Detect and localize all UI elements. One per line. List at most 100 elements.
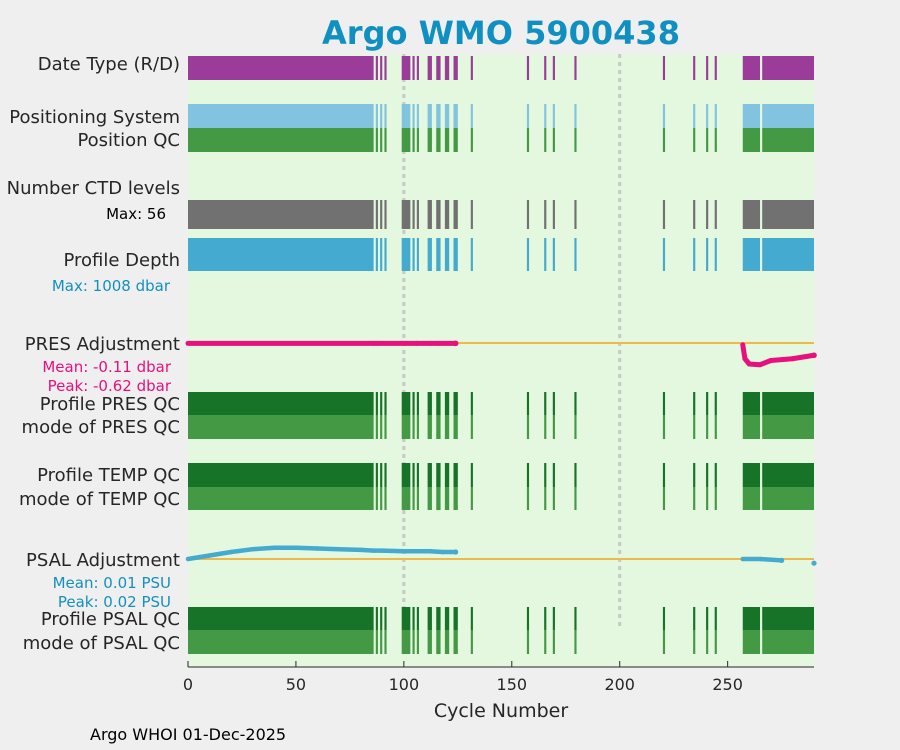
mode-psal-qc-bar-8 [436,630,441,654]
mode-psal-qc-bar-12 [526,630,530,654]
date-type-bar-13 [544,56,547,80]
profile-temp-qc-bar-0 [188,463,374,487]
profile-temp-qc-bar-2 [380,463,383,487]
mode-psal-qc-bar-6 [416,630,419,654]
x-tick-label-0: 0 [183,675,193,694]
profile-pres-qc-bar-20 [742,392,761,415]
x-tick-label-100: 100 [389,675,420,694]
mode-pres-qc-bar-21 [762,415,814,439]
row-label-psal-adjustment: PSAL Adjustment [26,550,180,571]
row-label-ctd-levels: Number CTD levels [7,178,180,199]
positioning-system-bar-9 [444,104,450,128]
date-type-bar-4 [401,56,411,80]
psal-adjustment-segment-10 [380,548,407,554]
pres-adjustment-segment-12 [768,356,795,363]
ctd-levels-bar-19 [714,200,717,229]
psal-adjustment-segment-6 [315,546,342,552]
ctd-levels-bar-20 [742,200,761,229]
positioning-system-bar-8 [436,104,441,128]
x-tick-label-250: 250 [712,675,743,694]
profile-pres-qc-bar-10 [453,392,458,415]
profile-depth-bar-16 [662,238,666,271]
psal-peak-stat: Peak: 0.02 PSU [58,593,171,611]
profile-depth-bar-5 [412,238,415,271]
position-qc-bar-4 [401,128,411,152]
positioning-system-bar-2 [380,104,383,128]
profile-temp-qc-bar-16 [662,463,666,487]
psal-adjustment-point-19 [811,560,817,566]
positioning-system-bar-3 [384,104,387,128]
date-type-bar-18 [706,56,709,80]
position-qc-bar-16 [662,128,666,152]
ctd-levels-bar-16 [662,200,666,229]
ctd-levels-bar-0 [188,200,374,229]
mode-temp-qc-bar-20 [742,487,761,510]
date-type-bar-6 [416,56,419,80]
mode-psal-qc-bar-7 [427,630,432,654]
mode-pres-qc-bar-6 [416,415,419,439]
mode-psal-qc-bar-0 [188,630,374,654]
mode-temp-qc-bar-17 [693,487,696,510]
mode-pres-qc-bar-8 [436,415,441,439]
date-type-bar-12 [526,56,530,80]
mode-psal-qc-bar-19 [714,630,717,654]
mode-psal-qc-bar-4 [401,630,411,654]
position-qc-bar-6 [416,128,419,152]
profile-pres-qc-bar-0 [188,392,374,415]
mode-psal-qc-bar-18 [706,630,709,654]
position-qc-bar-8 [436,128,441,152]
pres-adjustment-point-14 [811,352,817,359]
x-axis-label: Cycle Number [434,700,568,722]
profile-psal-qc-bar-15 [574,607,577,630]
psal-mean-stat: Mean: 0.01 PSU [53,574,171,592]
mode-temp-qc-bar-6 [416,487,419,510]
profile-psal-qc-bar-17 [693,607,696,630]
profile-temp-qc-bar-13 [544,463,547,487]
ctd-levels-bar-2 [380,200,383,229]
position-qc-bar-9 [444,128,450,152]
mode-pres-qc-bar-7 [427,415,432,439]
row-label-pres-adjustment: PRES Adjustment [25,334,180,355]
profile-depth-bar-6 [416,238,419,271]
positioning-system-bar-5 [412,104,415,128]
mode-psal-qc-bar-15 [574,630,577,654]
date-type-bar-20 [742,56,761,80]
ctd-levels-bar-12 [526,200,530,229]
profile-depth-bar-17 [693,238,696,271]
mode-temp-qc-bar-15 [574,487,577,510]
mode-pres-qc-bar-20 [742,415,761,439]
profile-depth-bar-18 [706,238,709,271]
psal-adjustment-segment-7 [336,546,363,553]
row-label-profile-psal-qc: Profile PSAL QC [41,609,180,630]
position-qc-bar-15 [574,128,577,152]
row-label-profile-depth: Profile Depth [63,250,180,271]
profile-depth-bar-3 [384,238,387,271]
mode-psal-qc-bar-11 [470,630,473,654]
x-tick-label-50: 50 [286,675,306,694]
mode-pres-qc-bar-12 [526,415,530,439]
depth-max-stat: Max: 1008 dbar [52,277,171,295]
date-type-bar-14 [552,56,555,80]
profile-temp-qc-bar-12 [526,463,530,487]
positioning-system-bar-15 [574,104,577,128]
row-label-position-qc: Position QC [77,130,180,151]
ctd-levels-bar-3 [384,200,387,229]
mode-temp-qc-bar-11 [470,487,473,510]
position-qc-bar-2 [380,128,383,152]
mode-temp-qc-bar-2 [380,487,383,510]
ctd-levels-bar-7 [427,200,432,229]
mode-pres-qc-bar-15 [574,415,577,439]
mode-pres-qc-bar-0 [188,415,374,439]
row-label-positioning-system: Positioning System [9,107,180,128]
profile-psal-qc-bar-14 [552,607,555,630]
profile-temp-qc-bar-4 [401,463,411,487]
profile-pres-qc-bar-7 [427,392,432,415]
profile-depth-bar-1 [375,238,378,271]
profile-pres-qc-bar-9 [444,392,450,415]
profile-psal-qc-bar-1 [375,607,378,630]
mode-temp-qc-bar-16 [662,487,666,510]
profile-depth-bar-4 [401,238,411,271]
date-type-bar-5 [412,56,415,80]
ctd-levels-bar-9 [444,200,450,229]
profile-depth-bar-19 [714,238,717,271]
